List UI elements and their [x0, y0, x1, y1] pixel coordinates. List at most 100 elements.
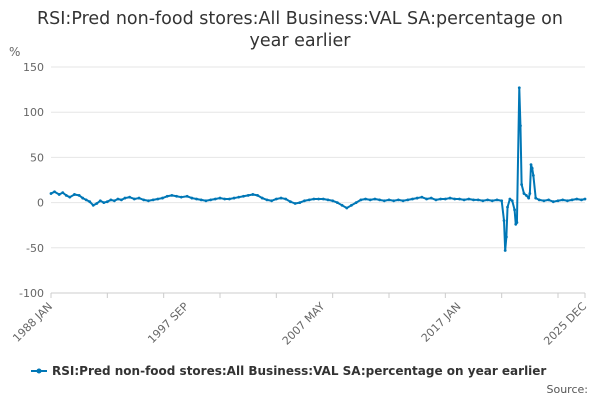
data-point	[508, 197, 512, 201]
data-point	[223, 197, 227, 201]
x-axis: 1988 JAN 1997 SEP 2007 MAY 2017 JAN 2025 DEC	[10, 292, 589, 348]
x-tick-label: 2017 JAN	[419, 300, 464, 345]
data-point	[156, 197, 160, 201]
data-point	[527, 196, 531, 200]
series-layer	[49, 86, 587, 252]
data-point	[64, 193, 68, 197]
data-point	[260, 196, 264, 200]
data-point	[439, 197, 443, 201]
data-point	[289, 200, 292, 204]
data-point	[242, 194, 245, 198]
data-point	[84, 198, 88, 202]
source-label: Source:	[547, 383, 589, 396]
data-point	[566, 199, 569, 203]
data-point	[481, 199, 485, 203]
data-point	[303, 199, 306, 203]
data-point	[396, 198, 400, 202]
data-point	[102, 201, 106, 205]
data-point	[165, 194, 169, 198]
x-tick-label: 1997 SEP	[145, 300, 191, 346]
data-point	[411, 197, 414, 201]
y-tick-label: -50	[26, 242, 44, 255]
data-point	[179, 195, 183, 199]
data-point	[53, 190, 56, 194]
data-point	[246, 193, 250, 197]
data-point	[467, 197, 471, 201]
chart-title-line-2: year earlier	[250, 31, 352, 51]
data-point	[387, 198, 391, 202]
data-point	[502, 219, 506, 223]
data-point	[517, 86, 521, 90]
data-point	[175, 194, 178, 198]
data-point	[105, 200, 109, 204]
data-point	[209, 198, 213, 202]
data-point	[382, 199, 386, 203]
data-point	[227, 197, 231, 201]
data-point	[335, 201, 339, 205]
data-point	[251, 193, 255, 196]
data-point	[279, 196, 283, 200]
data-point	[529, 163, 533, 167]
data-point	[425, 197, 428, 201]
data-point	[503, 249, 507, 252]
chart-title-line-1: RSI:Pred non-food stores:All Business:VA…	[37, 9, 563, 29]
data-point	[151, 198, 155, 202]
data-point	[429, 196, 433, 200]
data-point	[406, 198, 410, 202]
data-point	[359, 198, 363, 202]
data-point	[542, 199, 546, 203]
data-point	[218, 196, 222, 200]
data-point	[534, 196, 538, 200]
data-point	[420, 195, 424, 199]
data-point	[116, 197, 120, 201]
data-point	[128, 195, 132, 199]
data-point	[490, 199, 494, 203]
data-point	[132, 197, 136, 201]
data-point	[401, 199, 405, 203]
data-point	[57, 193, 61, 196]
data-point	[326, 198, 330, 202]
data-point	[547, 198, 551, 202]
data-point	[204, 199, 208, 203]
data-point	[312, 197, 316, 201]
data-point	[448, 196, 452, 200]
data-point	[274, 197, 278, 201]
data-point	[458, 197, 461, 201]
data-point	[109, 198, 113, 202]
data-point	[354, 201, 358, 205]
x-tick-label: 1988 JAN	[10, 300, 55, 345]
data-point	[583, 197, 587, 201]
data-point	[161, 196, 164, 200]
data-point	[378, 198, 382, 202]
legend-marker-icon	[36, 368, 42, 374]
data-point	[91, 203, 95, 207]
data-point	[462, 198, 466, 202]
data-point	[556, 199, 560, 203]
data-point	[270, 199, 274, 203]
data-point	[73, 193, 76, 196]
data-point	[392, 199, 396, 203]
data-point	[415, 196, 419, 200]
data-point	[443, 197, 447, 201]
data-point	[77, 193, 81, 197]
data-point	[364, 197, 367, 201]
data-point	[331, 199, 335, 203]
data-point	[298, 201, 302, 205]
legend[interactable]: RSI:Pred non-food stores:All Business:VA…	[31, 364, 546, 378]
data-point	[504, 235, 508, 239]
data-point	[142, 198, 146, 202]
legend-label: RSI:Pred non-food stores:All Business:VA…	[52, 364, 546, 378]
data-point	[49, 192, 53, 195]
data-point	[237, 195, 241, 199]
data-point	[195, 197, 198, 201]
data-point	[520, 183, 524, 186]
data-point	[88, 200, 92, 204]
data-point	[112, 199, 116, 203]
data-point	[293, 202, 297, 205]
data-point	[373, 197, 377, 201]
y-tick-label: 0	[37, 197, 44, 210]
data-point	[68, 195, 72, 199]
data-point	[307, 198, 311, 202]
data-point	[434, 198, 438, 202]
data-point	[170, 193, 174, 197]
